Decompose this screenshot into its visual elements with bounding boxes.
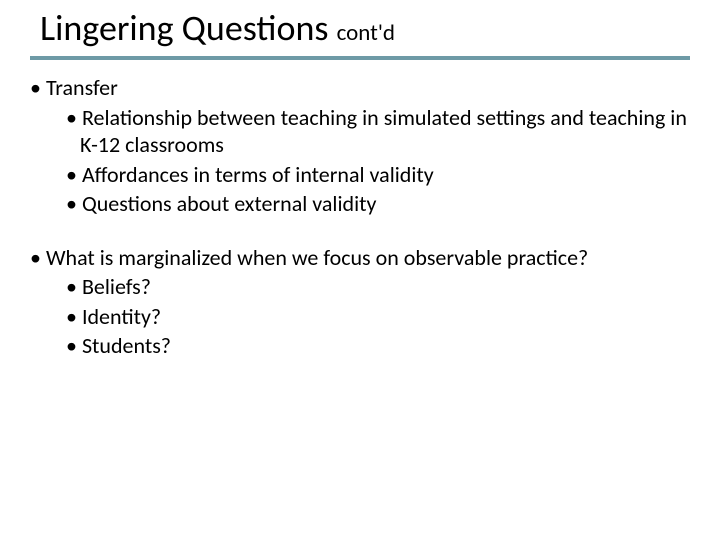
bullet-lvl2: Affordances in terms of internal validit… — [66, 161, 690, 189]
bullet-lvl1: What is marginalized when we focus on ob… — [30, 244, 690, 272]
bullet-text: Questions about external validity — [82, 190, 377, 217]
bullet-lvl2: Questions about external validity — [66, 190, 690, 218]
slide: { "title": { "main": "Lingering Question… — [0, 0, 720, 540]
bullet-text: Transfer — [46, 74, 118, 101]
bullet-text: Beliefs? — [82, 273, 151, 300]
bullet-text: Identity? — [82, 303, 161, 330]
bullet-lvl2: Relationship between teaching in simulat… — [66, 104, 690, 159]
bullet-text: What is marginalized when we focus on ob… — [46, 244, 588, 271]
slide-title-sub: cont'd — [337, 19, 395, 47]
title-area: Lingering Questions cont'd — [0, 0, 720, 50]
bullet-text: Relationship between teaching in simulat… — [80, 104, 687, 159]
bullet-lvl1: Transfer — [30, 74, 690, 102]
body-area: Transfer Relationship between teaching i… — [0, 60, 720, 360]
bullet-lvl2: Identity? — [66, 303, 690, 331]
block-gap — [30, 220, 690, 244]
bullet-lvl2: Beliefs? — [66, 273, 690, 301]
bullet-text: Students? — [82, 332, 171, 359]
slide-title-main: Lingering Questions — [40, 6, 337, 50]
bullet-lvl2: Students? — [66, 332, 690, 360]
bullet-text: Affordances in terms of internal validit… — [82, 161, 434, 188]
